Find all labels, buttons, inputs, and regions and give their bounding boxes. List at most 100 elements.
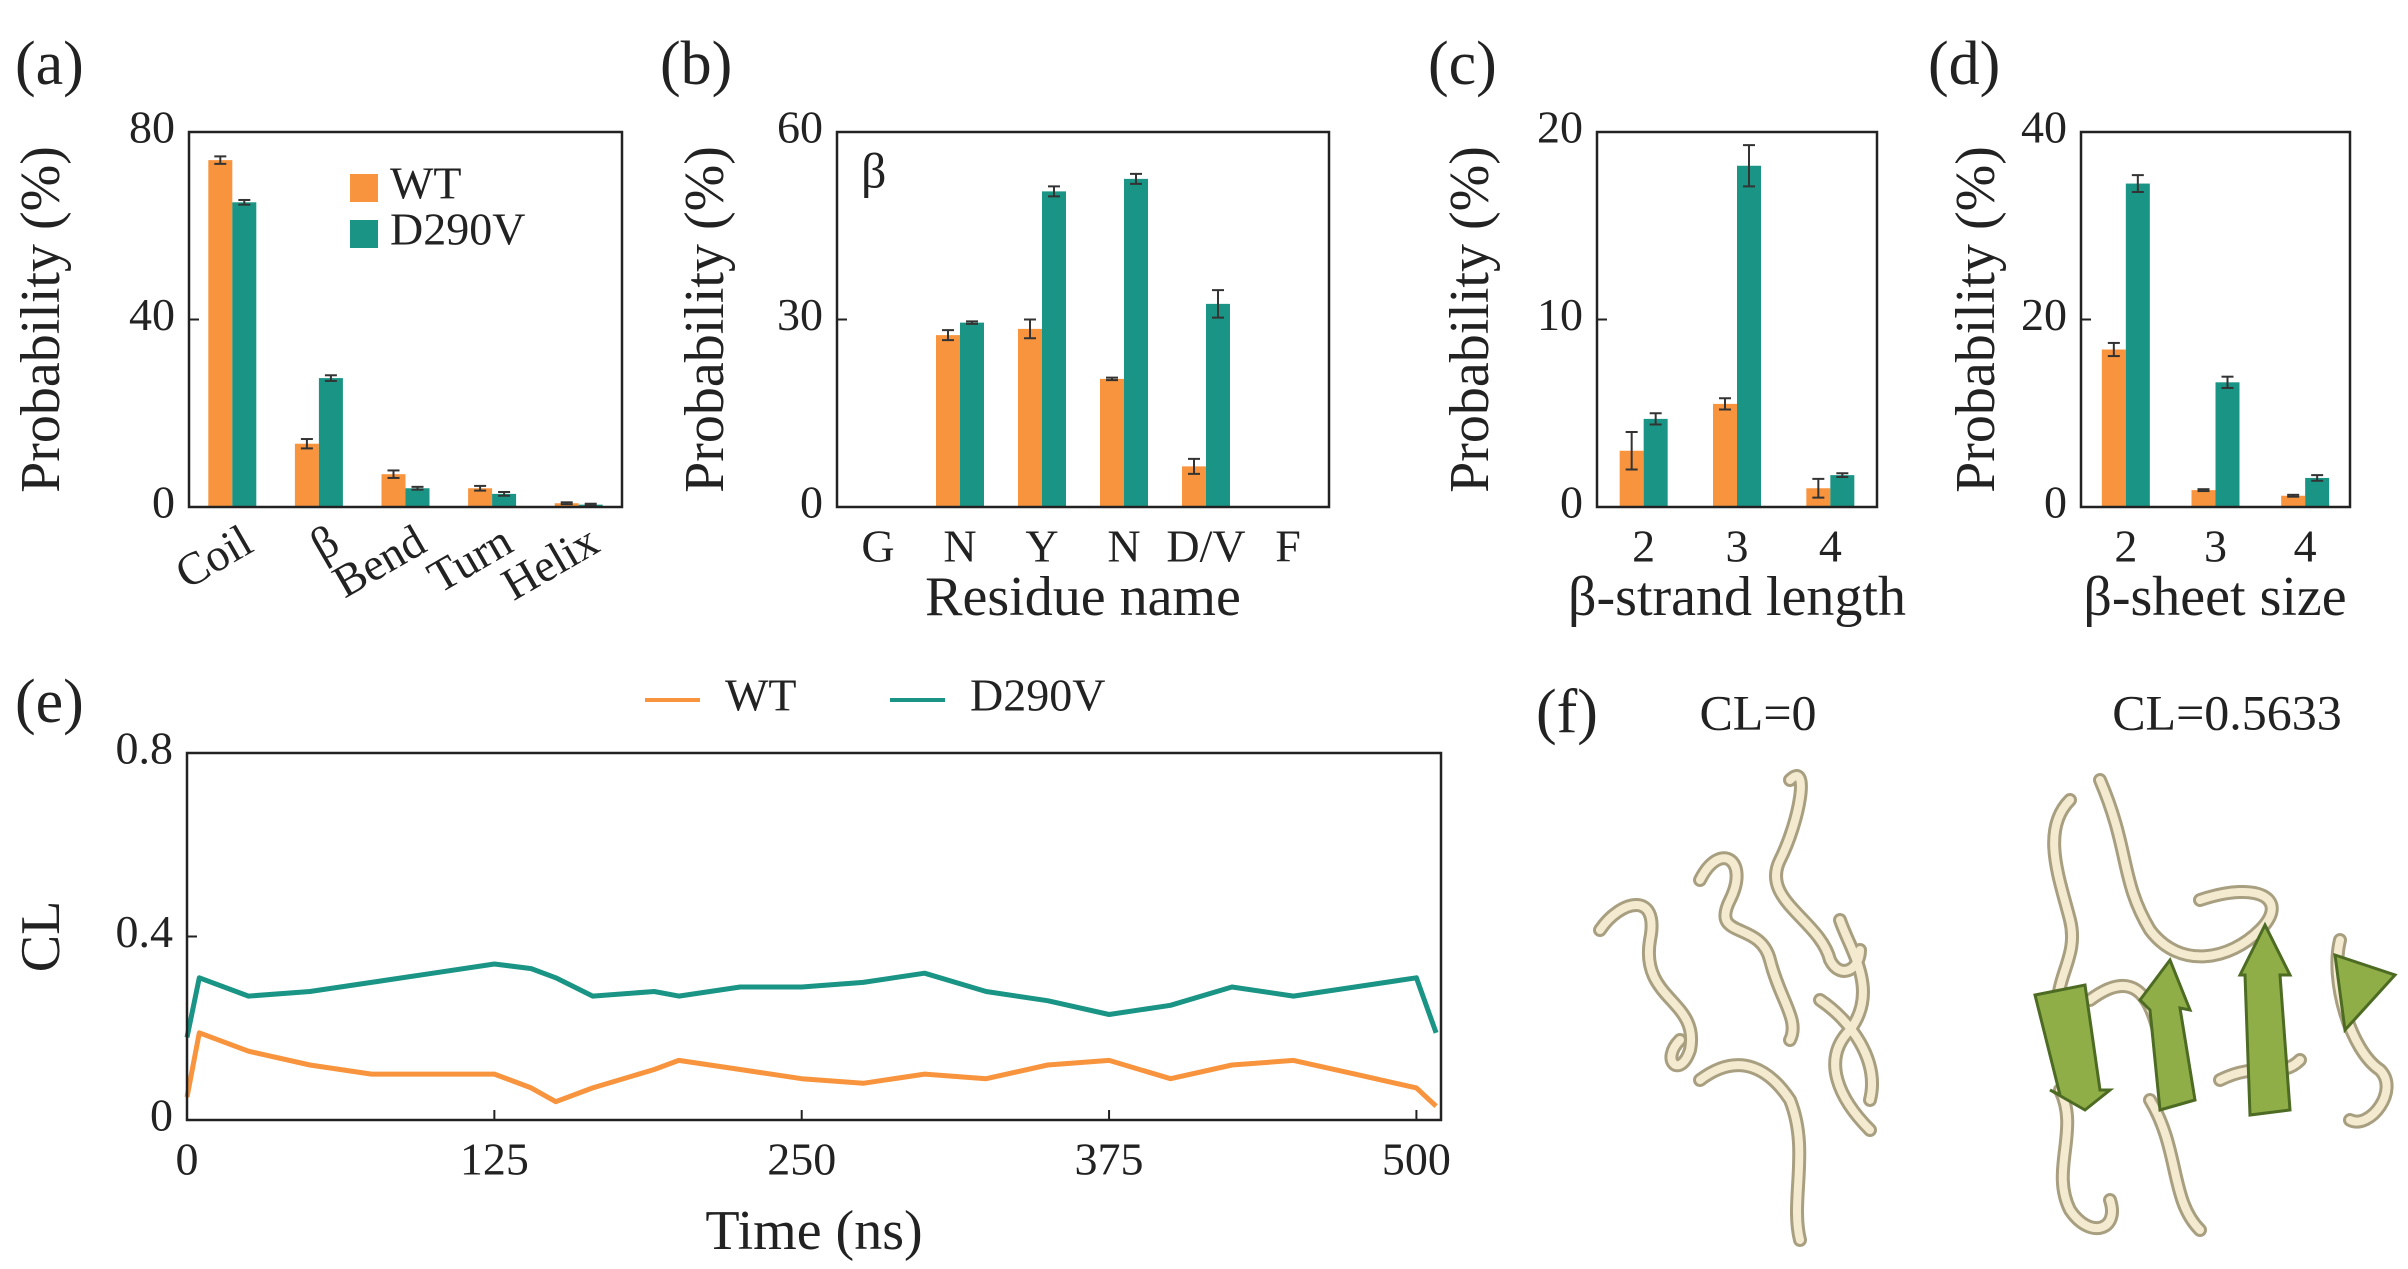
line bbox=[184, 961, 1439, 1038]
chart: (c) Probability (%) β-strand length 0 10 20 2 3… bbox=[1428, 30, 1906, 628]
x-tick-label: 2 bbox=[2114, 521, 2137, 572]
error-bar bbox=[411, 485, 424, 491]
error-bar bbox=[300, 438, 313, 450]
legend-label: D290V bbox=[970, 670, 1105, 721]
bar bbox=[492, 493, 517, 507]
x-tick-label: Coil bbox=[166, 515, 260, 599]
bar bbox=[381, 474, 406, 507]
x-tick-label: 4 bbox=[1819, 521, 1842, 572]
legend-label: WT bbox=[725, 670, 797, 721]
panel-label: (c) bbox=[1428, 30, 1497, 98]
panel-label: (d) bbox=[1928, 30, 2000, 98]
bar bbox=[2305, 477, 2330, 507]
y-axis-label: Probability (%) bbox=[1945, 146, 2007, 493]
plot-frame bbox=[835, 130, 1331, 509]
bar bbox=[1643, 418, 1668, 507]
x-axis-label: Time (ns) bbox=[705, 1200, 922, 1262]
x-tick-label: 500 bbox=[1382, 1134, 1451, 1185]
y-tick-label: 0 bbox=[150, 1090, 173, 1141]
line bbox=[184, 1030, 1438, 1109]
bar bbox=[2281, 495, 2306, 507]
y-tick-label: 20 bbox=[2021, 289, 2067, 340]
panel-label: (f) bbox=[1536, 678, 1598, 746]
bar bbox=[318, 378, 343, 507]
error-bar bbox=[1625, 431, 1638, 471]
error-bar bbox=[1048, 185, 1060, 198]
bar bbox=[2101, 349, 2126, 507]
bar bbox=[405, 488, 430, 507]
bar bbox=[936, 335, 960, 507]
bar bbox=[468, 488, 493, 507]
bar bbox=[2215, 382, 2240, 507]
y-tick-label: 40 bbox=[129, 289, 175, 340]
error-bar bbox=[1649, 412, 1662, 426]
structure-sheet bbox=[2033, 773, 2398, 1237]
x-tick-label: D/V bbox=[1166, 521, 1245, 572]
x-tick-label: 4 bbox=[2294, 521, 2317, 572]
panel-label: (b) bbox=[660, 30, 732, 98]
legend-swatch bbox=[350, 220, 378, 248]
y-tick-label: 0 bbox=[2044, 477, 2067, 528]
plot-frame bbox=[187, 130, 624, 509]
error-bar bbox=[214, 155, 227, 165]
error-bar bbox=[1743, 144, 1755, 188]
error-bar bbox=[2131, 174, 2144, 193]
bar bbox=[1737, 165, 1761, 507]
x-axis-label: β-strand length bbox=[1568, 566, 1906, 628]
y-tick-label: 60 bbox=[777, 102, 823, 153]
error-bar bbox=[1024, 318, 1036, 340]
error-bar bbox=[324, 374, 337, 382]
y-tick-label: 30 bbox=[777, 289, 823, 340]
caption: CL=0 bbox=[1699, 684, 1816, 740]
x-axis-label: β-sheet size bbox=[2083, 566, 2346, 628]
x-tick-label: 3 bbox=[1726, 521, 1749, 572]
bar bbox=[1713, 403, 1737, 507]
error-bar bbox=[1836, 472, 1849, 478]
bar bbox=[2125, 183, 2150, 507]
x-tick-label: N bbox=[943, 521, 976, 572]
bar bbox=[1830, 475, 1855, 507]
panel-label: (a) bbox=[15, 30, 84, 98]
error-bar bbox=[2287, 493, 2300, 498]
x-tick-label: 0 bbox=[176, 1134, 199, 1185]
y-tick-label: 0.8 bbox=[116, 723, 174, 774]
chart: (d) Probability (%) β-sheet size 0 20 40 2 3 4 bbox=[1928, 30, 2352, 628]
bar bbox=[1042, 191, 1066, 507]
x-tick-label: Bend bbox=[324, 515, 434, 608]
y-tick-label: 20 bbox=[1537, 102, 1583, 153]
x-axis-label: Residue name bbox=[925, 566, 1241, 628]
error-bar bbox=[1719, 397, 1731, 411]
legend-label: D290V bbox=[390, 204, 525, 255]
x-tick-label: 2 bbox=[1632, 521, 1655, 572]
structure-coil bbox=[1593, 769, 1879, 1247]
y-axis-label: CL bbox=[10, 901, 72, 973]
error-bar bbox=[387, 469, 400, 479]
y-tick-label: 40 bbox=[2021, 102, 2067, 153]
plot-frame bbox=[185, 751, 1443, 1122]
error-bar bbox=[1130, 172, 1142, 185]
panel-label: (e) bbox=[15, 668, 84, 736]
bar bbox=[2191, 490, 2216, 507]
plot-frame bbox=[1595, 130, 1879, 509]
chart: (e) CL Time (ns) 0 0.4 0.8 0 125 250 375 500 WT D290… bbox=[10, 668, 1451, 1262]
x-tick-label: 375 bbox=[1075, 1134, 1144, 1185]
x-tick-label: 250 bbox=[767, 1134, 836, 1185]
bar bbox=[294, 443, 319, 507]
y-tick-label: 0.4 bbox=[116, 906, 174, 957]
error-bar bbox=[1106, 376, 1118, 382]
bar bbox=[1018, 328, 1042, 507]
error-bar bbox=[1212, 289, 1224, 319]
x-tick-label: Y bbox=[1025, 521, 1058, 572]
bar bbox=[1124, 178, 1148, 507]
x-tick-label: N bbox=[1107, 521, 1140, 572]
error-bar bbox=[1188, 457, 1200, 475]
y-tick-label: 0 bbox=[1560, 477, 1583, 528]
error-bar bbox=[498, 491, 511, 497]
error-bar bbox=[2107, 341, 2120, 358]
x-tick-label: 3 bbox=[2204, 521, 2227, 572]
y-tick-label: 80 bbox=[129, 102, 175, 153]
bar bbox=[232, 202, 257, 507]
x-tick-label: F bbox=[1275, 521, 1301, 572]
